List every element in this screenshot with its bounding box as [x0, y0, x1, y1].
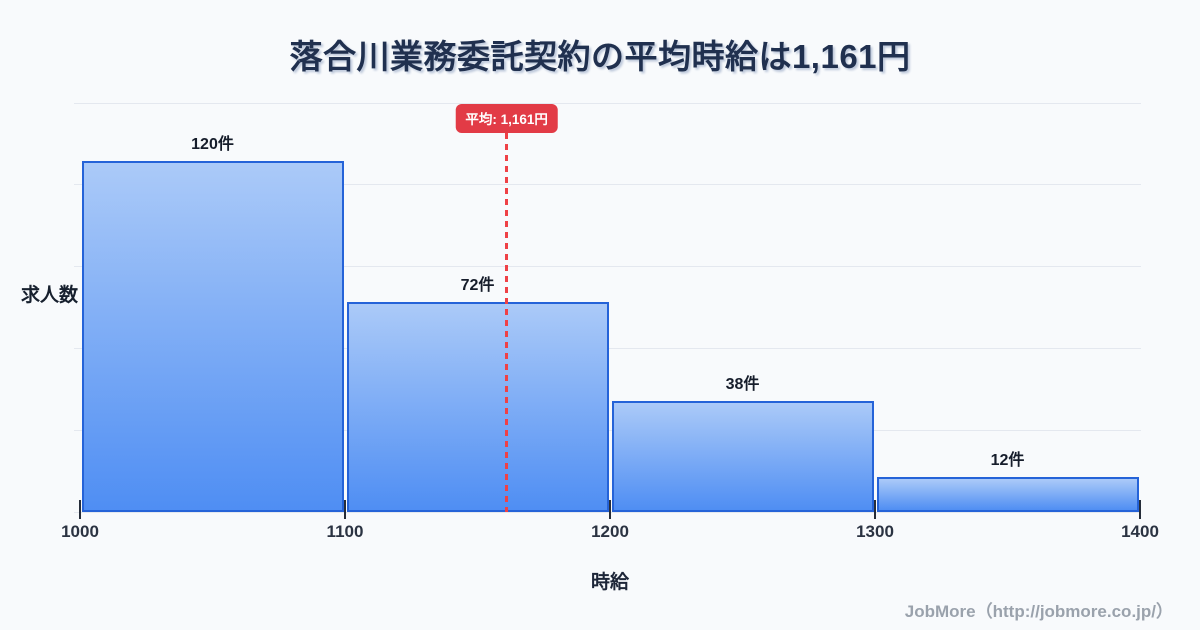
- x-axis-tick-label: 1100: [326, 522, 364, 541]
- x-axis-tick-mark: [874, 500, 876, 519]
- bar-value-label: 12件: [990, 451, 1025, 469]
- histogram-bar: [81, 161, 344, 512]
- x-axis-tick-label: 1400: [1121, 522, 1159, 541]
- gridline: [74, 102, 1141, 104]
- x-axis-tick-label: 1200: [591, 522, 629, 541]
- histogram-bar: [611, 401, 874, 512]
- gridline: [74, 266, 1141, 268]
- footer-credit: JobMore（http://jobmore.co.jp/）: [904, 602, 1173, 621]
- histogram-bar: [876, 476, 1139, 512]
- y-axis-label: 求人数: [21, 285, 79, 306]
- gridline: [74, 511, 1141, 513]
- x-axis-tick-mark: [79, 500, 81, 519]
- x-axis-tick-mark: [344, 500, 346, 519]
- x-axis-tick-label: 1000: [61, 522, 99, 541]
- plot-area: 120件 72件 38件 12件 1000 1100 1200 1300 1400 平均: 1,1…: [61, 102, 1159, 541]
- x-axis-label: 時給: [590, 572, 630, 593]
- bar-value-label: 38件: [725, 376, 760, 393]
- chart-title: 落合川業務委託契約の平均時給は1,161円: [289, 38, 911, 75]
- x-axis-tick-mark: [1139, 500, 1141, 519]
- bar-value-label: 120件: [191, 136, 234, 154]
- histogram-bar: [346, 301, 609, 512]
- average-badge: 平均: 1,161円: [455, 104, 558, 133]
- gridline: [74, 184, 1141, 186]
- x-axis-tick-mark: [609, 500, 611, 519]
- bar-value-label: 72件: [460, 276, 495, 294]
- x-axis-tick-label: 1300: [856, 522, 894, 541]
- average-dashed-line: [505, 133, 509, 512]
